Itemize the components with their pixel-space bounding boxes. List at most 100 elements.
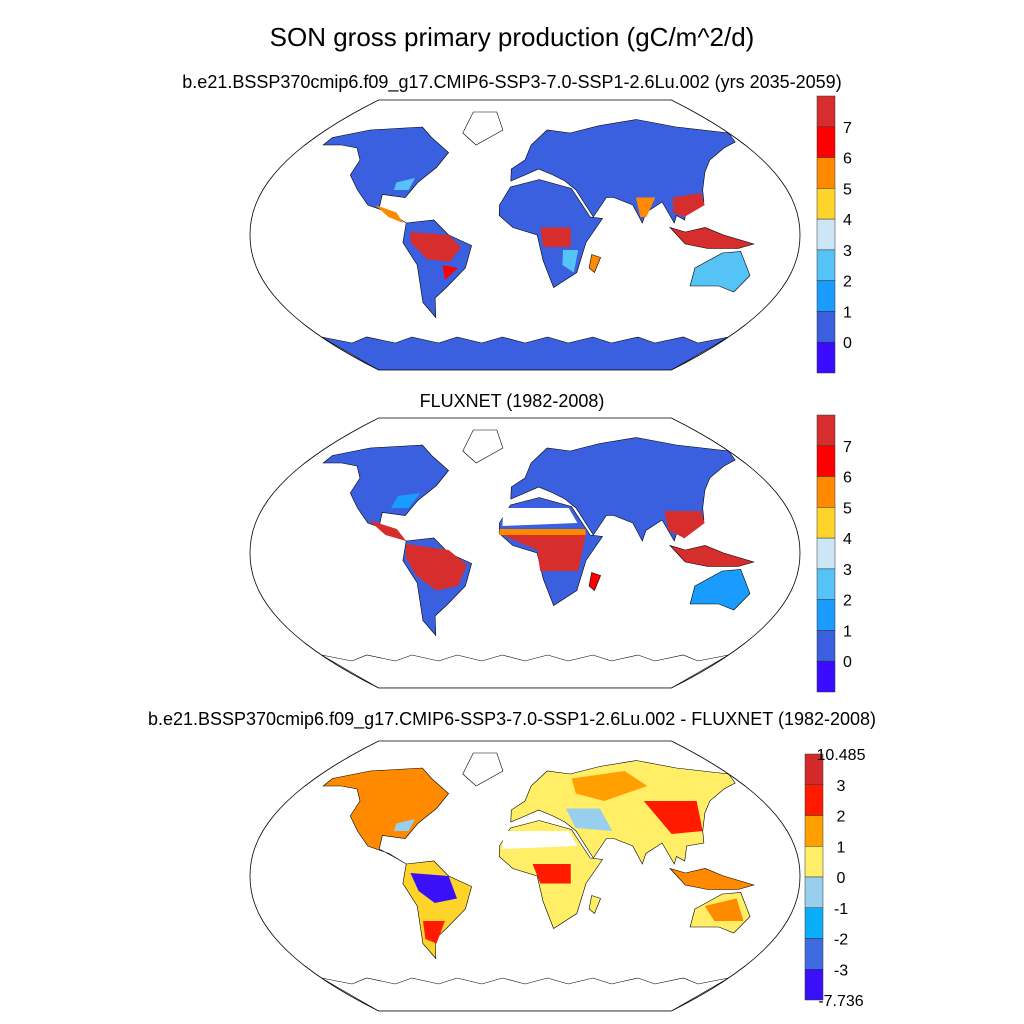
- colorbar-swatch: [816, 249, 836, 281]
- colorbar-label: 1: [843, 623, 852, 640]
- data-region: [704, 898, 744, 921]
- colorbar-swatch: [816, 630, 836, 662]
- land-au: [689, 569, 751, 611]
- colorbar-1: 7 6 5 4 3 2 1 0: [816, 95, 852, 374]
- colorbar-swatch: [804, 846, 824, 878]
- data-region: [540, 227, 571, 247]
- land-na: [322, 767, 450, 865]
- colorbar-swatch: [816, 311, 836, 343]
- colorbar-label: 2: [837, 809, 846, 826]
- panel-3-subtitle: b.e21.BSSP370cmip6.f09_g17.CMIP6-SSP3-7.…: [147, 709, 877, 729]
- data-region: [502, 831, 578, 849]
- data-region: [375, 205, 404, 223]
- land-au: [689, 251, 751, 293]
- data-region: [635, 197, 656, 217]
- colorbar-label: 10.485: [817, 747, 866, 764]
- colorbar-label: 0: [843, 335, 852, 352]
- land-id: [669, 226, 755, 249]
- data-region: [423, 921, 445, 944]
- colorbar-label: 0: [843, 654, 852, 671]
- colorbar-label: 5: [843, 500, 852, 517]
- colorbar-swatch: [816, 280, 836, 312]
- data-region: [502, 508, 578, 526]
- colorbar-swatch: [816, 599, 836, 631]
- colorbar-swatch: [804, 907, 824, 939]
- data-region: [664, 511, 705, 538]
- data-region: [393, 819, 415, 831]
- map-panel-1: [249, 99, 801, 371]
- data-region: [562, 250, 579, 273]
- colorbar-swatch: [816, 218, 836, 251]
- colorbar-swatch: [804, 784, 824, 816]
- colorbar-swatch: [816, 507, 836, 539]
- colorbar-label: 0: [837, 870, 846, 887]
- land-id: [669, 867, 755, 890]
- colorbar-2: 7 6 5 4 3 2 1 0: [816, 414, 852, 693]
- panel-2-subtitle: FLUXNET (1982-2008): [419, 391, 605, 411]
- data-region: [565, 808, 613, 831]
- colorbar-label: 3: [843, 243, 852, 260]
- colorbar-label: 3: [837, 778, 846, 795]
- colorbar-label: 2: [843, 593, 852, 610]
- colorbar-swatch: [816, 414, 836, 447]
- data-region: [532, 864, 571, 884]
- colorbar-swatch: [804, 876, 824, 908]
- colorbar-label: 7: [843, 120, 852, 137]
- land-gl: [462, 111, 504, 146]
- colorbar-label: 5: [843, 181, 852, 198]
- colorbar-swatch: [816, 188, 836, 220]
- panel-1-subtitle: b.e21.BSSP370cmip6.f09_g17.CMIP6-SSP3-7.…: [182, 72, 842, 92]
- colorbar-label: 1: [843, 304, 852, 321]
- colorbar-label: 3: [843, 562, 852, 579]
- data-region: [502, 535, 586, 571]
- colorbar-swatch: [816, 157, 836, 189]
- land-mg: [588, 895, 601, 914]
- colorbar-swatch: [816, 95, 836, 128]
- land-an: [321, 654, 729, 688]
- land-eu: [510, 760, 736, 865]
- colorbar-label: 2: [843, 274, 852, 291]
- colorbar-3: 10.485 3 2 1 0 -1 -2 -3 -7.736: [804, 747, 866, 1010]
- land-an: [321, 977, 729, 1011]
- colorbar-label: 4: [843, 531, 852, 548]
- colorbar-swatch: [816, 660, 836, 693]
- data-region: [410, 873, 457, 903]
- map-boundary: [249, 740, 801, 1012]
- map-panel-2: [249, 417, 801, 689]
- map-boundary: [249, 417, 801, 689]
- colorbar-swatch: [804, 969, 824, 1001]
- colorbar-label: 4: [843, 212, 852, 229]
- land-gl: [462, 752, 504, 787]
- land-id: [669, 544, 755, 567]
- colorbar-label: -1: [834, 901, 848, 918]
- map-boundary: [249, 99, 801, 371]
- land-na: [322, 126, 450, 224]
- colorbar-label: 1: [837, 839, 846, 856]
- colorbar-label: 6: [843, 151, 852, 168]
- colorbar-swatch: [804, 938, 824, 970]
- colorbar-label: 6: [843, 470, 852, 487]
- land-mg: [588, 572, 601, 591]
- data-region: [405, 544, 468, 591]
- figure-title: SON gross primary production (gC/m^2/d): [269, 22, 755, 52]
- colorbar-label: -7.736: [818, 993, 863, 1010]
- data-region: [410, 232, 461, 262]
- data-region: [571, 771, 648, 801]
- land-an: [321, 336, 729, 370]
- data-region: [368, 520, 407, 541]
- data-region: [643, 801, 703, 834]
- land-gl: [462, 429, 504, 464]
- colorbar-swatch: [816, 445, 836, 477]
- colorbar-swatch: [816, 537, 836, 570]
- colorbar-label: -3: [834, 962, 848, 979]
- colorbar-swatch: [804, 815, 824, 847]
- colorbar-swatch: [816, 341, 836, 374]
- colorbar-swatch: [816, 126, 836, 158]
- colorbar-label: 7: [843, 439, 852, 456]
- data-region: [393, 178, 415, 190]
- colorbar-label: -2: [834, 932, 848, 949]
- colorbar-swatch: [816, 476, 836, 508]
- data-region: [442, 265, 458, 280]
